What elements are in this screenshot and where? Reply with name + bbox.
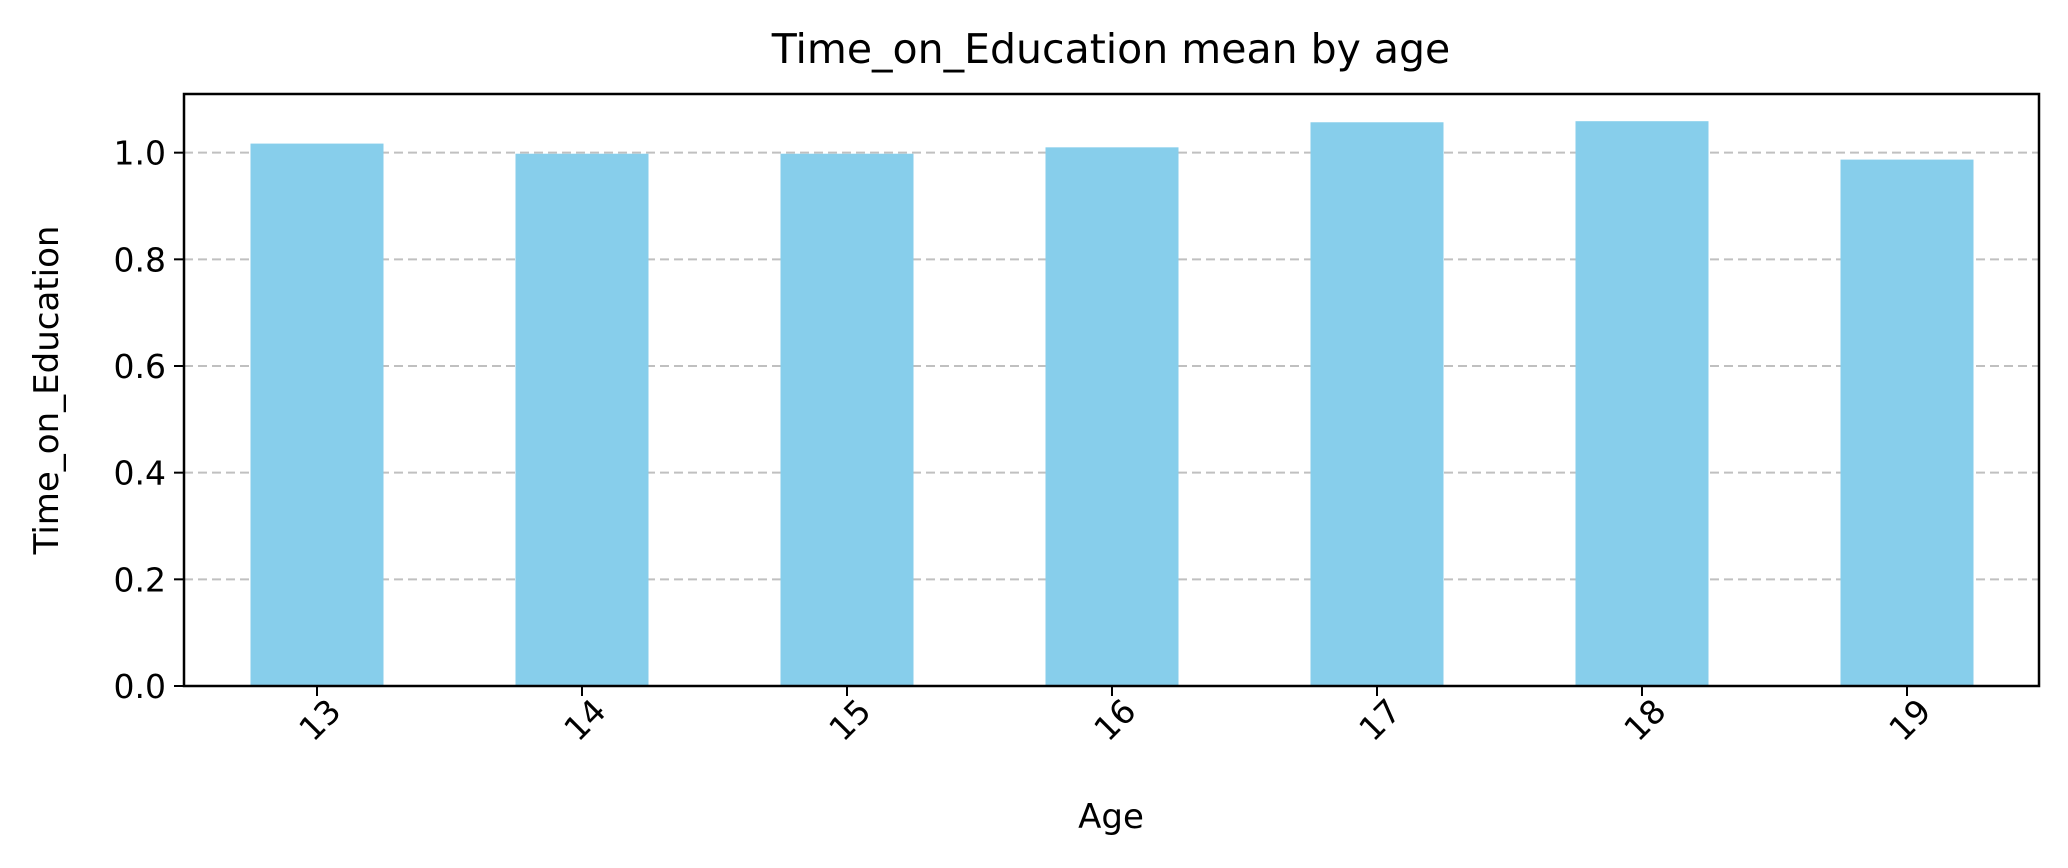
bar-14 <box>515 153 649 686</box>
y-tick-label: 0.4 <box>114 454 166 493</box>
bar-18 <box>1575 121 1709 686</box>
bar-17 <box>1310 122 1444 687</box>
y-tick-label: 0.0 <box>114 667 166 706</box>
y-tick-label: 0.6 <box>114 347 166 386</box>
y-axis-label: Time_on_Education <box>27 226 67 556</box>
bar-19 <box>1840 159 1974 687</box>
bar-16 <box>1045 147 1179 687</box>
y-tick-label: 0.8 <box>114 240 166 279</box>
chart-title: Time_on_Education mean by age <box>771 25 1451 73</box>
bars <box>250 121 1974 687</box>
bar-13 <box>250 143 384 687</box>
y-tick-label: 1.0 <box>114 134 166 173</box>
y-tick-label: 0.2 <box>114 560 166 599</box>
y-axis-ticks: 0.0 0.2 0.4 0.6 0.8 1.0 <box>114 134 184 706</box>
x-axis-label: Age <box>1078 797 1144 837</box>
bar-15 <box>780 153 914 686</box>
